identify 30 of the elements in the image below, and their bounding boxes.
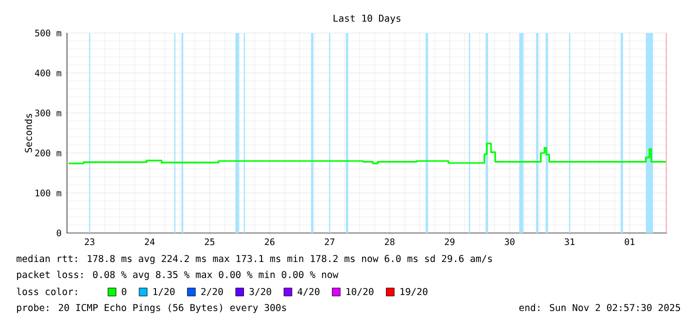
legend-label: 4/20 bbox=[298, 288, 320, 296]
legend-label: 19/20 bbox=[400, 288, 428, 296]
y-axis-title: Seconds bbox=[24, 114, 32, 152]
y-tick-label: 300 m bbox=[35, 110, 62, 116]
legend-label: 2/20 bbox=[201, 288, 223, 296]
y-tick-label: 100 m bbox=[36, 190, 62, 196]
legend-label: 0 bbox=[122, 288, 126, 296]
x-tick-label: 27 bbox=[324, 238, 334, 246]
y-tick-label: 500 m bbox=[35, 30, 62, 36]
y-tick-label: 0 bbox=[56, 230, 62, 236]
chart-title: Last 10 Days bbox=[334, 14, 400, 24]
text: median rtt: 178.8 ms avg 224.2 ms max 173.1 ms min 178.2 ms now 6.0 ms sd 29.6 am/s bbox=[16, 254, 492, 264]
text: end: Sun Nov 2 02:57:30 2025 bbox=[519, 304, 680, 312]
y-tick-label: 200 m bbox=[35, 150, 62, 156]
legend-title: loss color: bbox=[16, 288, 77, 296]
text: packet loss: 0.08 % avg 8.35 % max 0.00 % min 0.00 % now bbox=[17, 270, 338, 280]
x-tick-label: 25 bbox=[204, 238, 214, 246]
x-tick-label: 30 bbox=[504, 238, 514, 246]
legend-label: 1/20 bbox=[153, 288, 175, 296]
x-tick-label: 29 bbox=[444, 238, 454, 246]
y-tick-label: 400 m bbox=[34, 70, 62, 76]
legend-label: 10/20 bbox=[346, 288, 374, 296]
x-tick-label: 28 bbox=[384, 238, 394, 246]
x-tick-label: 31 bbox=[564, 238, 574, 246]
x-tick-label: 24 bbox=[144, 238, 155, 246]
x-tick-label: 01 bbox=[624, 238, 634, 246]
x-tick-label: 23 bbox=[84, 238, 94, 246]
text: probe: 20 ICMP Echo Pings (56 Bytes) every 300s bbox=[17, 304, 286, 314]
x-tick-label: 26 bbox=[264, 238, 274, 246]
legend-label: 3/20 bbox=[250, 288, 272, 296]
